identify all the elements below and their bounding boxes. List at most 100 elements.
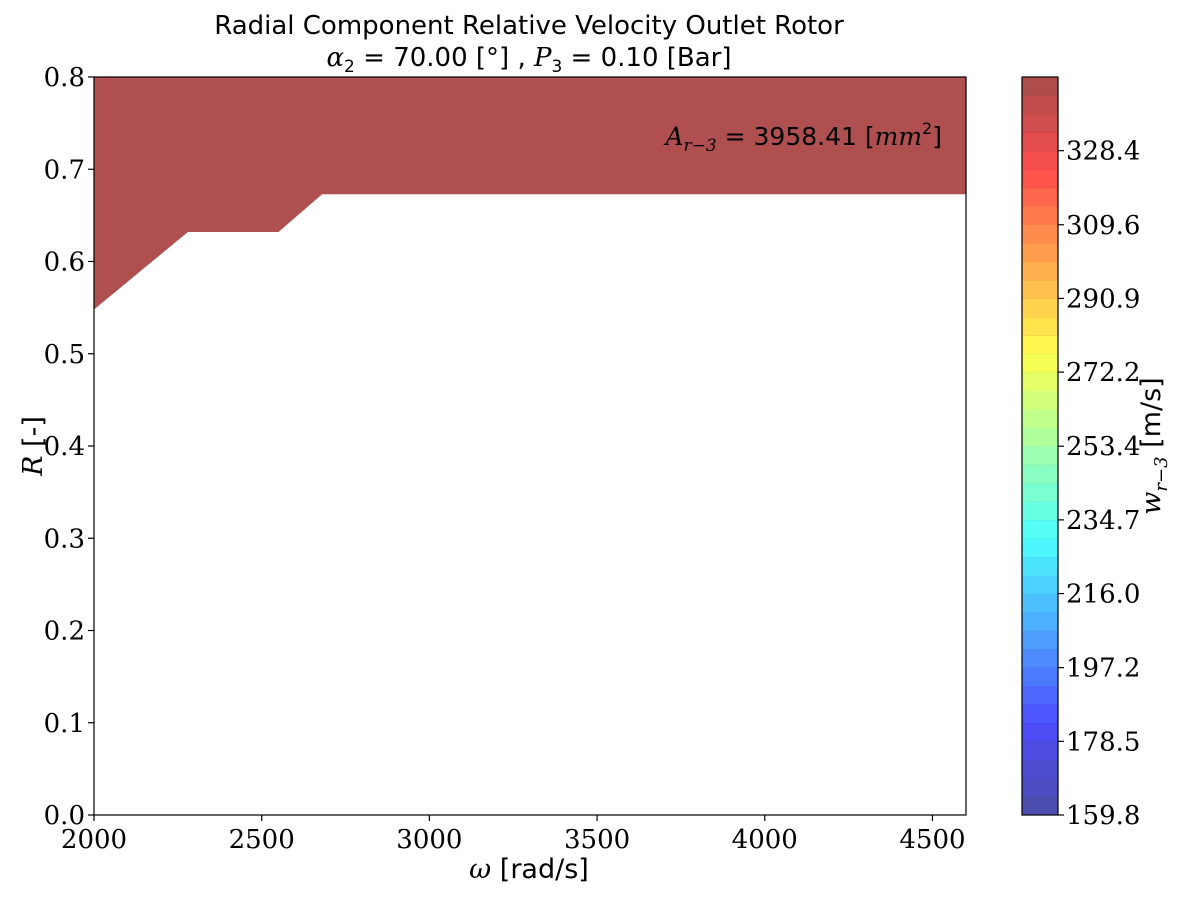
y-axis-label: R [-] bbox=[18, 416, 49, 477]
colorbar-band bbox=[1022, 95, 1058, 115]
annotation-unit-close: ] bbox=[932, 122, 942, 151]
x-axis-ticks: 2000 2500 3000 3500 4000 4500 bbox=[61, 815, 966, 855]
colorbar-band bbox=[1022, 224, 1058, 244]
colorbar-band bbox=[1022, 778, 1058, 797]
x-tick-label: 4000 bbox=[732, 825, 798, 855]
y-tick-label: 0.6 bbox=[44, 248, 85, 278]
y-tick-label: 0.1 bbox=[44, 709, 85, 739]
y-axis-label-unit: [-] bbox=[18, 416, 49, 455]
colorbar-label-sub: r−3 bbox=[1151, 456, 1172, 491]
annotation-symbol: A bbox=[663, 122, 683, 151]
colorbar-band bbox=[1022, 501, 1058, 521]
y-tick-label: 0.7 bbox=[44, 155, 85, 185]
colorbar-band bbox=[1022, 77, 1058, 96]
y-axis-label-symbol: R bbox=[18, 456, 49, 477]
colorbar-tick-label: 159.8 bbox=[1066, 801, 1140, 831]
colorbar-band bbox=[1022, 482, 1058, 502]
colorbar-band bbox=[1022, 796, 1058, 816]
colorbar-band bbox=[1022, 243, 1058, 262]
colorbar-label: wr−3 [m/s] bbox=[1136, 377, 1172, 514]
colorbar-band bbox=[1022, 150, 1058, 170]
x-axis-label-symbol: ω bbox=[469, 854, 491, 885]
y-tick-label: 0.4 bbox=[44, 432, 85, 462]
annotation-sup: 2 bbox=[922, 119, 932, 138]
colorbar-bands bbox=[1022, 76, 1058, 816]
subtitle-alpha-sub: 2 bbox=[344, 57, 355, 77]
colorbar-tick-label: 328.4 bbox=[1066, 137, 1140, 167]
colorbar-band bbox=[1022, 759, 1058, 779]
x-axis-label: ω [rad/s] bbox=[469, 854, 589, 885]
colorbar-band bbox=[1022, 372, 1058, 392]
colorbar-band bbox=[1022, 169, 1058, 189]
annotation-unit: mm bbox=[875, 122, 922, 151]
colorbar-band bbox=[1022, 409, 1058, 428]
annotation-unit-open: [ bbox=[857, 122, 875, 151]
colorbar-band bbox=[1022, 113, 1058, 133]
y-tick-label: 0.8 bbox=[44, 63, 85, 93]
colorbar-band bbox=[1022, 612, 1058, 631]
plot-area: 2000 2500 3000 3500 4000 4500 0.0 0.1 0.2 0.3 0.4… bbox=[44, 63, 967, 855]
annotation-eq: = bbox=[717, 122, 754, 151]
y-tick-label: 0.3 bbox=[44, 524, 85, 554]
colorbar-band bbox=[1022, 667, 1058, 687]
annotation-value: 3958.41 bbox=[754, 122, 857, 151]
colorbar-band bbox=[1022, 464, 1058, 484]
x-tick-label: 3500 bbox=[564, 825, 630, 855]
chart-title: Radial Component Relative Velocity Outle… bbox=[214, 11, 844, 41]
y-axis-ticks: 0.0 0.1 0.2 0.3 0.4 0.5 0.6 0.7 0.8 bbox=[44, 63, 94, 831]
colorbar-band bbox=[1022, 446, 1058, 465]
colorbar-band bbox=[1022, 427, 1058, 447]
y-tick-label: 0.2 bbox=[44, 617, 85, 647]
colorbar: 159.8 178.5 197.2 216.0 234.7 253.4 272.2 290.9… bbox=[1021, 76, 1172, 831]
colorbar-band bbox=[1022, 279, 1058, 299]
colorbar-band bbox=[1022, 390, 1058, 410]
colorbar-band bbox=[1022, 593, 1058, 613]
colorbar-band bbox=[1022, 648, 1058, 668]
colorbar-tick-label: 290.9 bbox=[1066, 284, 1140, 314]
colorbar-band bbox=[1022, 704, 1058, 724]
colorbar-band bbox=[1022, 261, 1058, 281]
colorbar-band bbox=[1022, 575, 1058, 594]
colorbar-band bbox=[1022, 132, 1058, 152]
y-tick-label: 0.5 bbox=[44, 340, 85, 370]
colorbar-band bbox=[1022, 630, 1058, 650]
colorbar-tick-label: 253.4 bbox=[1066, 432, 1140, 462]
x-tick-label: 2500 bbox=[229, 825, 295, 855]
contour-filled-region bbox=[94, 77, 966, 310]
colorbar-tick-label: 197.2 bbox=[1066, 654, 1140, 684]
subtitle-alpha-symbol: α bbox=[326, 43, 344, 73]
colorbar-band bbox=[1022, 335, 1058, 355]
colorbar-band bbox=[1022, 298, 1058, 318]
colorbar-tick-label: 234.7 bbox=[1066, 506, 1140, 536]
colorbar-tick-label: 216.0 bbox=[1066, 580, 1140, 610]
colorbar-band bbox=[1022, 556, 1058, 576]
subtitle-p-symbol: P bbox=[533, 43, 552, 73]
colorbar-band bbox=[1022, 538, 1058, 558]
subtitle-p-value: = 0.10 [Bar] bbox=[562, 43, 731, 73]
x-tick-label: 3000 bbox=[396, 825, 462, 855]
x-tick-label: 2000 bbox=[61, 825, 127, 855]
area-annotation: Ar−3 = 3958.41 [mm2] bbox=[663, 119, 942, 156]
colorbar-band bbox=[1022, 353, 1058, 373]
colorbar-band bbox=[1022, 187, 1058, 207]
colorbar-band bbox=[1022, 741, 1058, 761]
colorbar-ticks: 159.8 178.5 197.2 216.0 234.7 253.4 272.2 290.9… bbox=[1058, 137, 1140, 831]
colorbar-band bbox=[1022, 316, 1058, 336]
y-tick-label: 0.0 bbox=[44, 801, 85, 831]
colorbar-label-symbol: w bbox=[1136, 492, 1167, 515]
colorbar-label-unit: [m/s] bbox=[1136, 377, 1167, 456]
subtitle-alpha-value: = 70.00 [°] , bbox=[355, 43, 534, 73]
chart-subtitle: α2 = 70.00 [°] , P3 = 0.10 [Bar] bbox=[326, 43, 731, 77]
colorbar-band bbox=[1022, 722, 1058, 742]
x-axis-label-unit: [rad/s] bbox=[491, 854, 589, 885]
colorbar-tick-label: 272.2 bbox=[1066, 358, 1140, 388]
colorbar-tick-label: 309.6 bbox=[1066, 211, 1140, 241]
colorbar-band bbox=[1022, 519, 1058, 539]
colorbar-band bbox=[1022, 206, 1058, 225]
annotation-sub: r−3 bbox=[684, 136, 717, 156]
colorbar-tick-label: 178.5 bbox=[1066, 727, 1140, 757]
x-tick-label: 4500 bbox=[899, 825, 965, 855]
colorbar-band bbox=[1022, 685, 1058, 705]
subtitle-p-sub: 3 bbox=[551, 57, 562, 77]
